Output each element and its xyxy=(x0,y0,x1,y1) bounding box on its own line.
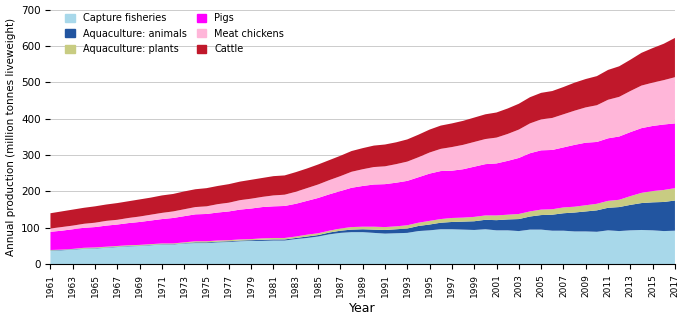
Legend: Capture fisheries, Aquaculture: animals, Aquaculture: plants, Pigs, Meat chicken: Capture fisheries, Aquaculture: animals,… xyxy=(62,9,288,58)
X-axis label: Year: Year xyxy=(349,302,376,316)
Y-axis label: Annual production (million tonnes liveweight): Annual production (million tonnes livewe… xyxy=(5,18,16,256)
